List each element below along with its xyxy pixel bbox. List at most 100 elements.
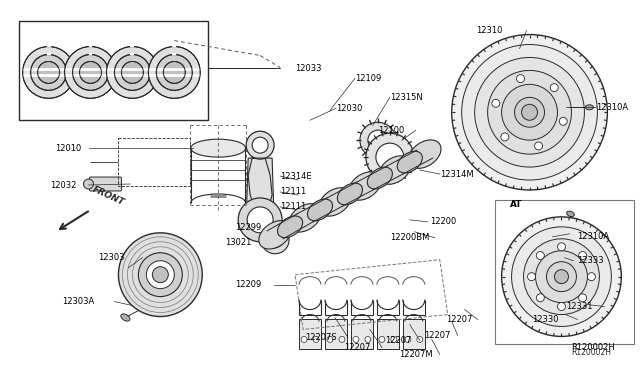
Text: 12032: 12032 — [51, 180, 77, 189]
Text: 12200: 12200 — [430, 217, 456, 227]
Circle shape — [536, 251, 544, 260]
Bar — [19, 20, 208, 120]
Circle shape — [515, 97, 545, 127]
Circle shape — [376, 143, 404, 171]
Circle shape — [238, 198, 282, 242]
Ellipse shape — [307, 199, 333, 221]
Polygon shape — [387, 150, 433, 174]
Text: 12299: 12299 — [235, 223, 261, 232]
Circle shape — [83, 179, 93, 189]
Ellipse shape — [379, 156, 411, 184]
Circle shape — [31, 54, 67, 90]
Ellipse shape — [397, 151, 422, 173]
Circle shape — [492, 99, 500, 107]
Circle shape — [417, 336, 423, 342]
Circle shape — [524, 239, 600, 314]
Circle shape — [163, 61, 186, 83]
Bar — [118, 138, 190, 186]
Circle shape — [554, 270, 568, 283]
Circle shape — [72, 54, 108, 90]
Text: 12333: 12333 — [577, 256, 604, 265]
Circle shape — [405, 336, 411, 342]
Circle shape — [550, 84, 558, 92]
Circle shape — [379, 336, 385, 342]
Polygon shape — [327, 182, 373, 206]
Text: 12109: 12109 — [355, 74, 381, 83]
Circle shape — [461, 45, 597, 180]
Text: 12100: 12100 — [378, 126, 404, 135]
FancyBboxPatch shape — [90, 177, 122, 191]
Circle shape — [327, 336, 333, 342]
Circle shape — [301, 336, 307, 342]
Text: 12010: 12010 — [56, 144, 82, 153]
Ellipse shape — [289, 204, 321, 232]
Text: 12331: 12331 — [566, 302, 593, 311]
Ellipse shape — [121, 314, 130, 321]
Text: 12314M: 12314M — [440, 170, 474, 179]
Circle shape — [527, 273, 536, 280]
Circle shape — [368, 130, 388, 150]
Ellipse shape — [278, 216, 303, 238]
Bar — [351, 320, 373, 349]
Circle shape — [502, 217, 621, 336]
Ellipse shape — [367, 167, 392, 189]
Text: 12330: 12330 — [532, 315, 559, 324]
Circle shape — [252, 137, 268, 153]
Ellipse shape — [337, 183, 362, 205]
Text: 12200BM: 12200BM — [390, 233, 429, 242]
Bar — [377, 320, 399, 349]
Ellipse shape — [408, 140, 441, 168]
Circle shape — [502, 84, 557, 140]
Text: 12207: 12207 — [424, 331, 450, 340]
Text: 12030: 12030 — [336, 104, 362, 113]
Text: 12111: 12111 — [280, 187, 307, 196]
Bar — [299, 320, 321, 349]
Text: 12314E: 12314E — [280, 171, 312, 180]
Text: 12303: 12303 — [99, 253, 125, 262]
Circle shape — [22, 46, 74, 98]
Circle shape — [536, 251, 588, 302]
Circle shape — [475, 58, 584, 167]
Text: 12207M: 12207M — [399, 350, 433, 359]
Circle shape — [547, 262, 577, 292]
Polygon shape — [297, 198, 343, 222]
Text: 12111: 12111 — [280, 202, 307, 211]
Text: 12303A: 12303A — [63, 297, 95, 306]
Circle shape — [522, 104, 538, 120]
Text: 12310: 12310 — [476, 26, 503, 35]
Ellipse shape — [191, 139, 246, 157]
Circle shape — [501, 133, 509, 141]
Circle shape — [339, 336, 345, 342]
Circle shape — [536, 294, 544, 302]
Ellipse shape — [349, 172, 381, 200]
Circle shape — [360, 122, 396, 158]
Text: AT: AT — [509, 201, 522, 209]
Circle shape — [588, 273, 595, 280]
Text: 12207: 12207 — [344, 343, 371, 352]
Ellipse shape — [259, 221, 291, 249]
Circle shape — [559, 117, 567, 125]
Circle shape — [246, 131, 274, 159]
Circle shape — [365, 336, 371, 342]
Circle shape — [65, 46, 116, 98]
Bar — [495, 200, 634, 344]
Polygon shape — [267, 214, 313, 239]
Text: 12033: 12033 — [295, 64, 321, 73]
Text: 12310A: 12310A — [577, 232, 609, 241]
Circle shape — [313, 336, 319, 342]
Circle shape — [534, 142, 543, 150]
Text: 12310A: 12310A — [596, 103, 628, 112]
Text: 12207: 12207 — [385, 336, 412, 345]
Circle shape — [557, 302, 566, 311]
Polygon shape — [248, 158, 272, 215]
Text: 13021: 13021 — [225, 238, 252, 247]
Circle shape — [579, 294, 587, 302]
Circle shape — [118, 233, 202, 317]
Circle shape — [452, 35, 607, 190]
Text: R120002H: R120002H — [572, 348, 611, 357]
Circle shape — [147, 261, 174, 289]
Circle shape — [152, 267, 168, 283]
Polygon shape — [357, 166, 403, 190]
Circle shape — [391, 336, 397, 342]
Bar — [403, 320, 425, 349]
